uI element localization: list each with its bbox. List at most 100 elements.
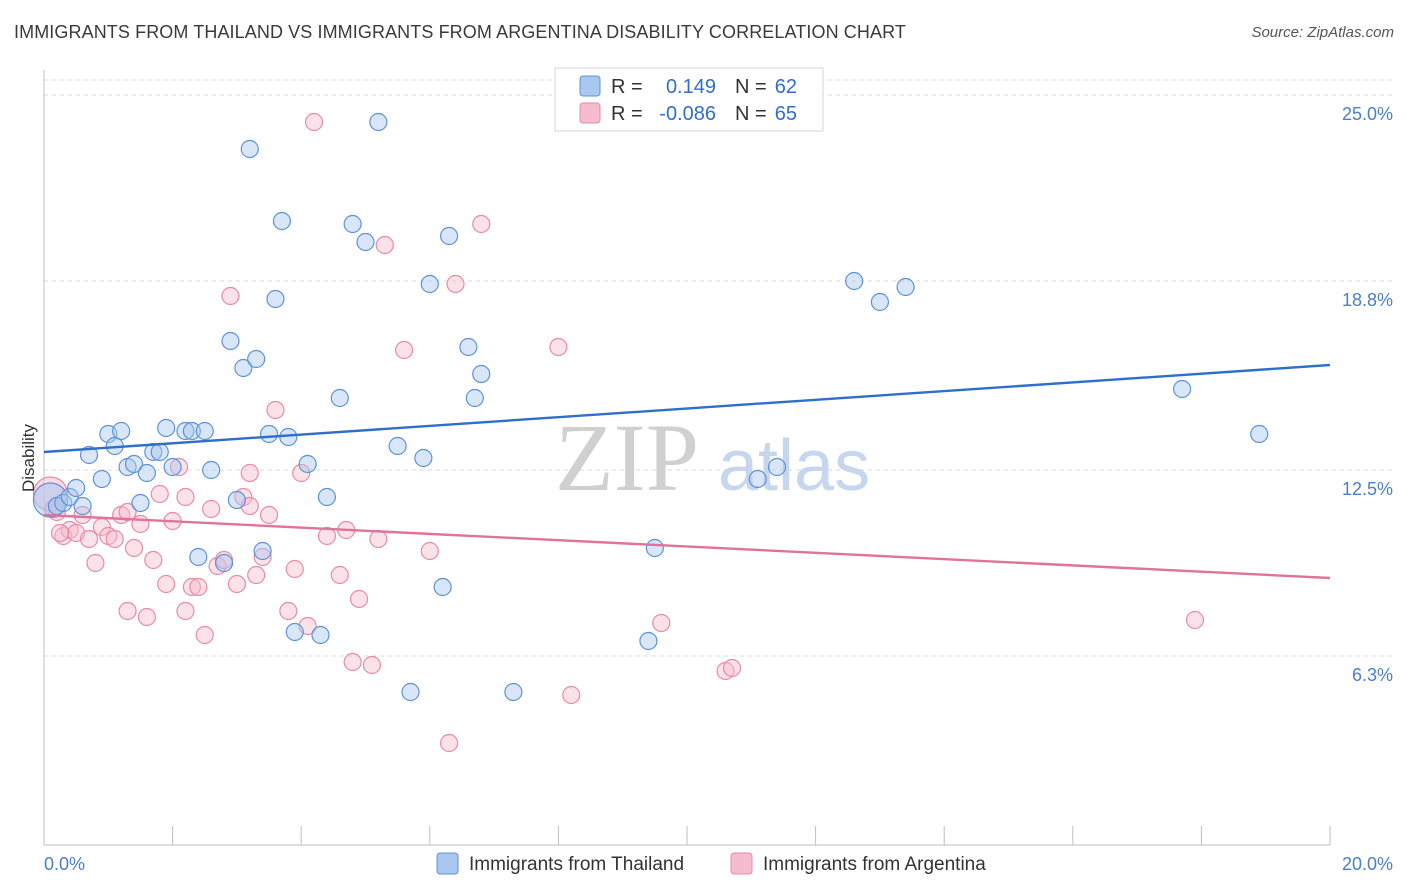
point-thailand bbox=[92, 469, 111, 489]
point-argentina bbox=[182, 577, 201, 597]
point-argentina bbox=[266, 400, 285, 420]
point-argentina bbox=[304, 112, 324, 132]
stats-legend-swatch-argentina bbox=[579, 102, 601, 124]
y-tick-label: 18.8% bbox=[1342, 290, 1393, 310]
point-thailand bbox=[639, 631, 658, 651]
point-thailand bbox=[414, 448, 433, 468]
point-argentina bbox=[285, 559, 304, 579]
point-thailand bbox=[195, 421, 214, 441]
point-thailand bbox=[259, 424, 279, 444]
point-argentina bbox=[247, 565, 266, 585]
trend-line-thailand bbox=[43, 363, 1331, 454]
point-thailand bbox=[234, 358, 253, 378]
stats-legend-n-label-thailand: N = bbox=[735, 76, 767, 98]
point-argentina bbox=[292, 463, 311, 483]
point-thailand bbox=[459, 337, 478, 357]
point-argentina bbox=[195, 625, 214, 645]
point-thailand bbox=[189, 547, 208, 567]
point-argentina bbox=[176, 601, 195, 621]
point-argentina bbox=[79, 529, 99, 549]
point-thailand bbox=[176, 421, 195, 441]
trend-line-argentina bbox=[43, 513, 1331, 580]
x-axis-ticks bbox=[43, 826, 1331, 845]
point-thailand bbox=[214, 553, 234, 573]
point-argentina bbox=[157, 574, 176, 594]
legend-label-argentina: Immigrants from Argentina bbox=[763, 854, 986, 875]
point-thailand bbox=[137, 463, 156, 483]
point-argentina bbox=[202, 499, 221, 519]
point-thailand bbox=[356, 232, 375, 252]
legend-swatch-argentina bbox=[730, 852, 753, 875]
point-thailand bbox=[247, 349, 266, 369]
point-thailand bbox=[896, 277, 915, 297]
point-thailand bbox=[221, 331, 240, 351]
point-argentina bbox=[221, 286, 240, 306]
point-thailand bbox=[202, 460, 221, 480]
point-argentina bbox=[420, 541, 439, 561]
x-tick-label: 0.0% bbox=[44, 854, 85, 874]
x-tick-label: 20.0% bbox=[1342, 854, 1393, 874]
stats-legend: R = 0.149 N = 62 R = -0.086 N = 65 bbox=[554, 67, 824, 132]
stats-legend-n-value-thailand: 62 bbox=[775, 76, 797, 98]
point-argentina bbox=[652, 613, 671, 633]
point-thailand bbox=[253, 541, 272, 561]
point-argentina bbox=[343, 652, 362, 672]
point-thailand bbox=[272, 211, 292, 231]
point-argentina bbox=[240, 463, 259, 483]
point-argentina bbox=[279, 601, 298, 621]
point-argentina bbox=[137, 607, 156, 627]
point-thailand bbox=[433, 577, 452, 597]
stats-legend-r-label-thailand: R = bbox=[611, 76, 643, 98]
point-thailand bbox=[645, 538, 664, 558]
point-argentina bbox=[330, 565, 349, 585]
point-argentina bbox=[227, 574, 246, 594]
y-tick-labels: 6.3% 12.5% 18.8% 25.0% bbox=[1342, 104, 1393, 685]
point-argentina bbox=[189, 577, 208, 597]
point-argentina bbox=[349, 589, 369, 609]
point-argentina bbox=[150, 484, 169, 504]
point-thailand bbox=[401, 682, 420, 702]
point-argentina bbox=[439, 733, 459, 753]
point-argentina bbox=[118, 601, 137, 621]
point-argentina bbox=[86, 553, 105, 573]
point-thailand bbox=[112, 421, 131, 441]
point-thailand bbox=[1250, 424, 1269, 444]
point-thailand bbox=[465, 388, 484, 408]
point-argentina bbox=[722, 658, 742, 678]
legend-swatch-thailand bbox=[436, 852, 459, 875]
point-thailand bbox=[330, 388, 349, 408]
point-argentina bbox=[472, 214, 491, 234]
stats-legend-r-value-thailand: 0.149 bbox=[666, 76, 716, 98]
point-argentina bbox=[253, 547, 272, 567]
chart-source: Source: ZipAtlas.com bbox=[1251, 24, 1394, 41]
point-thailand bbox=[227, 490, 246, 510]
point-thailand bbox=[124, 454, 144, 474]
point-argentina bbox=[446, 274, 465, 294]
point-thailand bbox=[67, 478, 86, 498]
point-thailand bbox=[504, 682, 523, 702]
y-axis-label: Disability bbox=[19, 423, 38, 492]
watermark-atlas: atlas bbox=[718, 426, 870, 506]
point-thailand bbox=[870, 292, 890, 312]
point-argentina bbox=[50, 523, 70, 543]
stats-legend-r-value-argentina: -0.086 bbox=[659, 103, 716, 125]
point-argentina bbox=[105, 529, 124, 549]
point-thailand bbox=[298, 454, 317, 474]
point-thailand bbox=[1173, 379, 1192, 399]
chart-title: IMMIGRANTS FROM THAILAND VS IMMIGRANTS F… bbox=[14, 22, 906, 42]
point-thailand bbox=[60, 487, 79, 507]
point-thailand bbox=[182, 421, 201, 441]
stats-legend-n-value-argentina: 65 bbox=[775, 103, 797, 125]
point-thailand bbox=[767, 457, 787, 477]
y-tick-label: 12.5% bbox=[1342, 479, 1393, 499]
point-argentina bbox=[169, 457, 189, 477]
point-thailand bbox=[748, 469, 767, 489]
point-argentina bbox=[369, 529, 388, 549]
stats-legend-r-label-argentina: R = bbox=[611, 103, 643, 125]
point-argentina bbox=[317, 526, 337, 546]
point-argentina bbox=[144, 550, 163, 570]
point-thailand bbox=[157, 418, 176, 438]
point-argentina bbox=[362, 655, 382, 675]
point-argentina bbox=[562, 685, 581, 705]
trend-lines bbox=[43, 363, 1331, 580]
